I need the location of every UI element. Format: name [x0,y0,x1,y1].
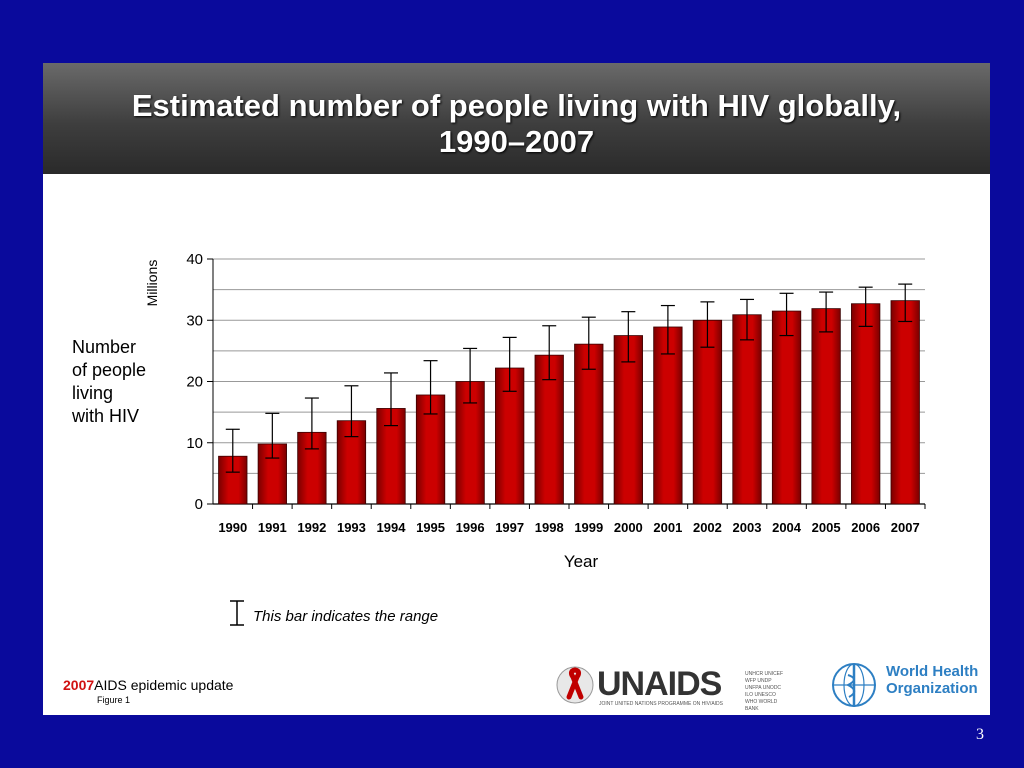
y-tick-label: 0 [195,496,203,513]
x-tick-label: 1993 [337,520,366,535]
x-tick-label: 1998 [535,520,564,535]
unaids-cosponsor: UNFPA [745,685,762,691]
x-tick-label: 1995 [416,520,445,535]
unaids-cosponsor: WFP [745,678,757,684]
x-tick-label: 2000 [614,520,643,535]
footer-figure-label: Figure 1 [97,695,131,705]
x-tick-label: 2003 [733,520,762,535]
y-tick-label: 20 [186,374,203,391]
x-tick-label: 2006 [851,520,880,535]
x-tick-label: 2004 [772,520,802,535]
x-tick-label: 2002 [693,520,722,535]
who-logo: World Health Organization [828,661,983,709]
who-line2: Organization [886,680,978,697]
footer-text: AIDS epidemic update [94,677,234,693]
y-tick-label: 30 [186,312,203,329]
y-axis-description-line: living [72,383,114,403]
y-tick-label: 40 [186,251,203,268]
bar [890,300,920,505]
x-tick-label: 1990 [218,520,247,535]
bar [771,310,802,505]
source-footer: 2007AIDS epidemic update [63,677,233,693]
unaids-cosponsor: UNDP [757,678,772,684]
unaids-cosponsor: ILO [745,692,754,698]
bar [851,303,881,505]
bar [732,314,762,505]
unaids-subtitle: JOINT UNITED NATIONS PROGRAMME ON HIV/AI… [599,701,723,707]
who-emblem-icon [832,663,876,707]
unaids-cosponsor: WORLD BANK [745,699,778,712]
footer-year: 2007 [63,677,95,693]
red-ribbon-icon [556,666,594,704]
bar [811,308,841,505]
unaids-cosponsor-list: UNHCR UNICEF WFP UNDP UNFPA UNODC ILO UN… [745,671,785,713]
unaids-cosponsor: UNESCO [754,692,776,698]
title-bar: Estimated number of people living with H… [43,63,990,174]
x-tick-label: 1999 [574,520,603,535]
y-axis-description-line: Number [72,337,137,357]
bar [613,335,643,505]
y-axis-label: Millions [144,260,160,307]
unaids-cosponsor: WHO [745,699,758,705]
x-tick-label: 1997 [495,520,524,535]
x-tick-label: 1991 [258,520,287,535]
hiv-bar-chart: 0 10 20 30 40 Millions 1990 1991 1992 1993 1994 199… [144,251,926,626]
x-tick-label: 2001 [653,520,682,535]
unaids-cosponsor: UNHCR [745,671,764,677]
page-number: 3 [976,726,984,743]
slide-title-line2: 1990–2007 [438,124,595,159]
bar [692,319,723,505]
y-tick-label: 10 [186,435,203,452]
unaids-cosponsor: UNICEF [764,671,784,677]
x-tick-label: 1996 [456,520,485,535]
slide-title-line1: Estimated number of people living with H… [131,88,902,123]
x-axis-label: Year [564,552,599,571]
who-line1: World Health [886,663,979,680]
who-wordmark: World Health Organization [886,663,978,697]
slide-panel: Estimated number of people living with H… [43,63,990,715]
y-axis-description-line: of people [72,360,147,380]
range-note: This bar indicates the range [253,608,439,625]
y-axis-description-line: with HIV [72,406,140,426]
unaids-logo: UNAIDS JOINT UNITED NATIONS PROGRAMME ON… [555,663,787,712]
x-tick-label: 1994 [377,520,407,535]
y-axis-description: Number of people living with HIV [72,336,146,428]
x-tick-label: 2007 [891,520,920,535]
unaids-cosponsor: UNODC [762,685,782,691]
x-tick-label: 2005 [812,520,841,535]
unaids-wordmark: UNAIDS [597,665,722,703]
x-tick-label: 1992 [297,520,326,535]
